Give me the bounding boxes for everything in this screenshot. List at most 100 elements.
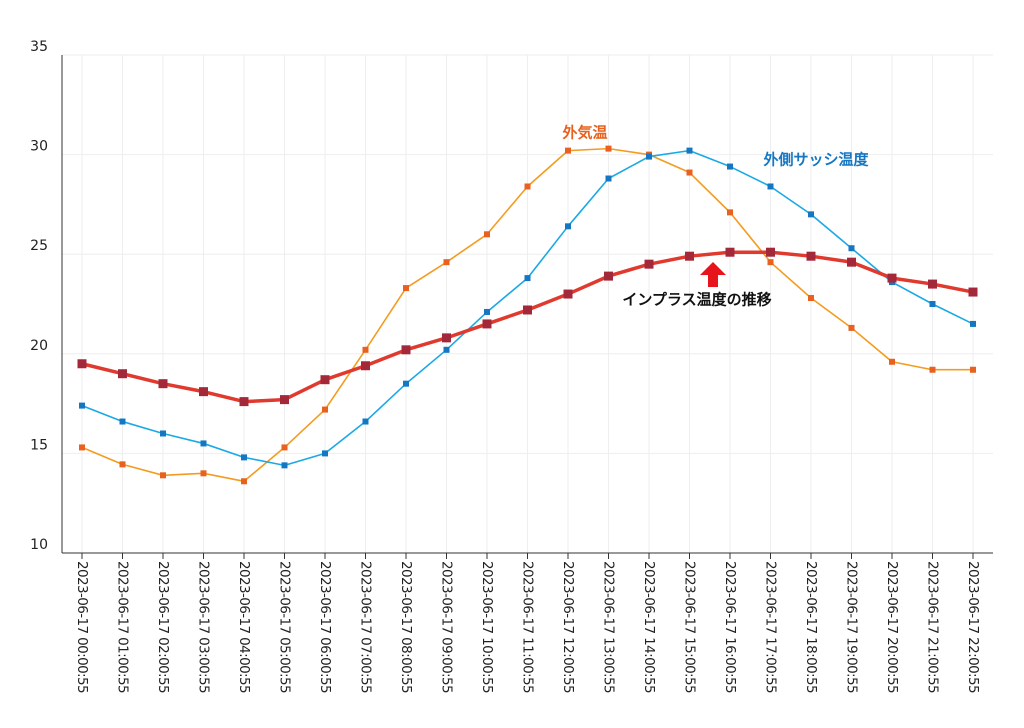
marker	[727, 163, 733, 170]
marker	[928, 279, 937, 289]
marker	[280, 395, 289, 405]
marker	[79, 444, 85, 451]
x-tick-label: 2023-06-17 18:00:55	[803, 561, 819, 693]
x-tick-label: 2023-06-17 08:00:55	[398, 561, 414, 693]
marker	[77, 359, 87, 369]
marker	[605, 145, 612, 152]
marker	[766, 247, 775, 257]
marker	[361, 361, 370, 371]
marker	[686, 169, 693, 176]
marker	[200, 470, 207, 477]
marker	[523, 305, 532, 315]
series-label: 外側サッシ温度	[762, 151, 869, 169]
marker	[970, 366, 976, 373]
marker	[725, 247, 735, 257]
marker	[401, 345, 411, 355]
marker	[241, 454, 247, 461]
marker	[241, 478, 247, 485]
x-tick-label: 2023-06-17 16:00:55	[722, 561, 738, 693]
x-tick-label: 2023-06-17 20:00:55	[884, 561, 900, 693]
x-tick-label: 2023-06-17 11:00:55	[520, 561, 536, 693]
marker	[200, 440, 207, 447]
marker	[524, 183, 531, 190]
marker	[604, 271, 613, 281]
marker	[848, 324, 855, 331]
x-tick-label: 2023-06-17 09:00:55	[439, 561, 455, 693]
arrow	[700, 262, 726, 287]
marker	[482, 319, 492, 329]
marker	[727, 209, 733, 216]
x-tick-label: 2023-06-17 15:00:55	[682, 561, 698, 693]
x-tick-label: 2023-06-17 21:00:55	[925, 561, 941, 693]
marker	[644, 259, 654, 269]
x-tick-label: 2023-06-17 02:00:55	[155, 561, 171, 693]
marker	[281, 462, 288, 469]
marker	[848, 245, 855, 252]
marker	[808, 211, 814, 218]
marker	[563, 289, 573, 299]
y-tick-label: 30	[30, 139, 48, 155]
y-tick-label: 25	[30, 238, 48, 254]
marker	[281, 444, 288, 451]
marker	[320, 375, 330, 385]
marker	[605, 175, 612, 182]
marker	[847, 257, 856, 267]
marker	[685, 251, 694, 261]
x-tick-label: 2023-06-17 04:00:55	[236, 561, 252, 693]
x-tick-label: 2023-06-17 13:00:55	[601, 561, 617, 693]
marker	[79, 402, 85, 409]
marker	[646, 153, 652, 160]
marker	[565, 223, 571, 230]
marker	[484, 308, 490, 315]
marker	[443, 346, 450, 353]
marker	[160, 430, 166, 437]
x-tick-label: 2023-06-17 01:00:55	[115, 561, 131, 693]
marker	[929, 301, 936, 307]
marker	[118, 369, 127, 379]
marker	[362, 418, 369, 425]
x-tick-label: 2023-06-17 07:00:55	[358, 561, 374, 693]
marker	[806, 251, 816, 261]
x-tick-label: 2023-06-17 05:00:55	[277, 561, 293, 693]
marker	[524, 275, 531, 282]
marker	[443, 259, 450, 266]
marker	[158, 379, 168, 389]
y-tick-label: 15	[30, 437, 48, 453]
marker	[484, 231, 490, 238]
marker	[362, 346, 369, 353]
marker	[403, 285, 409, 292]
marker	[970, 320, 976, 327]
marker	[808, 295, 814, 302]
x-tick-label: 2023-06-17 17:00:55	[763, 561, 779, 693]
y-tick-label: 35	[30, 39, 48, 55]
marker	[239, 397, 249, 407]
marker	[767, 259, 774, 266]
marker	[322, 450, 328, 457]
series-label: インプラス温度の推移	[622, 291, 771, 309]
marker	[119, 461, 126, 468]
marker	[889, 358, 895, 365]
marker	[887, 273, 897, 283]
marker	[968, 287, 978, 297]
marker	[442, 333, 451, 343]
marker	[686, 147, 693, 154]
marker	[403, 380, 409, 387]
series-label: 外気温	[561, 124, 607, 142]
x-tick-label: 2023-06-17 03:00:55	[196, 561, 212, 693]
marker	[322, 406, 328, 413]
marker	[160, 472, 166, 479]
marker	[119, 418, 126, 425]
x-tick-label: 2023-06-17 10:00:55	[479, 561, 495, 693]
marker	[929, 366, 936, 373]
y-tick-label: 10	[30, 537, 48, 553]
x-tick-label: 2023-06-17 14:00:55	[641, 561, 657, 693]
x-tick-label: 2023-06-17 19:00:55	[844, 561, 860, 693]
x-tick-label: 2023-06-17 12:00:55	[560, 561, 576, 693]
y-tick-label: 20	[30, 338, 48, 354]
x-tick-label: 2023-06-17 06:00:55	[317, 561, 333, 693]
marker	[565, 147, 571, 154]
x-tick-label: 2023-06-17 00:00:55	[74, 561, 90, 693]
marker	[199, 387, 208, 397]
x-tick-label: 2023-06-17 22:00:55	[965, 561, 981, 693]
